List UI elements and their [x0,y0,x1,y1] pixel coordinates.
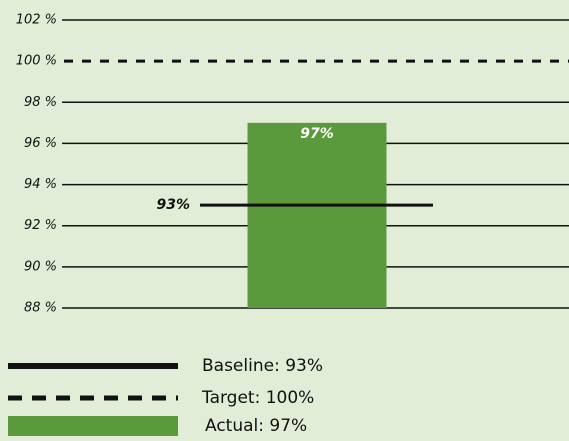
y-tick-label: 90 % [24,259,57,274]
y-tick-label: 88 % [24,301,57,316]
y-tick-label: 100 % [16,54,57,69]
value-label: 97% [300,126,334,142]
legend-label: Target: 100% [201,388,314,408]
legend-label: Baseline: 93% [202,356,323,376]
legend-label: Actual: 97% [205,416,307,436]
bar [247,122,387,308]
y-tick-label: 96 % [24,136,57,151]
legend-swatch [8,416,178,436]
baseline-label: 93% [156,197,190,213]
y-tick-label: 102 % [16,13,57,28]
y-tick-label: 98 % [24,95,57,110]
y-tick-label: 94 % [24,177,57,192]
y-tick-label: 92 % [24,218,57,233]
